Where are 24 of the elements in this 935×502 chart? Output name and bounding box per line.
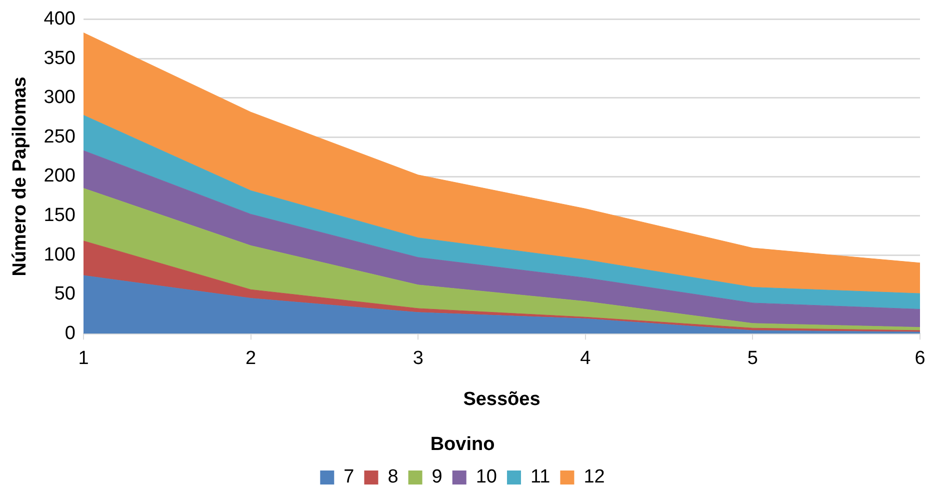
legend-label: 10 <box>476 466 497 488</box>
x-tick-label: 3 <box>412 348 424 370</box>
y-tick-label: 350 <box>44 48 76 69</box>
legend-label: 12 <box>584 466 605 488</box>
y-tick-label: 400 <box>44 8 76 30</box>
legend-title: Bovino <box>430 434 495 455</box>
y-tick-label: 50 <box>54 284 76 305</box>
y-axis-title: Número de Papilomas <box>10 76 31 276</box>
x-axis-title: Sessões <box>463 389 540 410</box>
y-tick-label: 200 <box>44 166 76 187</box>
legend-label: 11 <box>530 466 550 488</box>
y-tick-label: 250 <box>44 126 76 148</box>
x-tick-label: 1 <box>78 348 89 370</box>
y-tick-label: 300 <box>44 87 76 108</box>
y-tick-label: 0 <box>64 322 76 344</box>
x-tick-label: 5 <box>747 348 758 370</box>
legend-label: 7 <box>344 466 354 488</box>
y-tick-label: 100 <box>44 244 76 266</box>
x-tick-label: 2 <box>246 348 256 370</box>
x-tick-label: 4 <box>580 348 592 370</box>
legend-label: 8 <box>388 466 398 488</box>
legend-label: 9 <box>432 466 442 488</box>
y-tick-label: 150 <box>44 205 76 226</box>
x-tick-label: 6 <box>914 348 926 370</box>
